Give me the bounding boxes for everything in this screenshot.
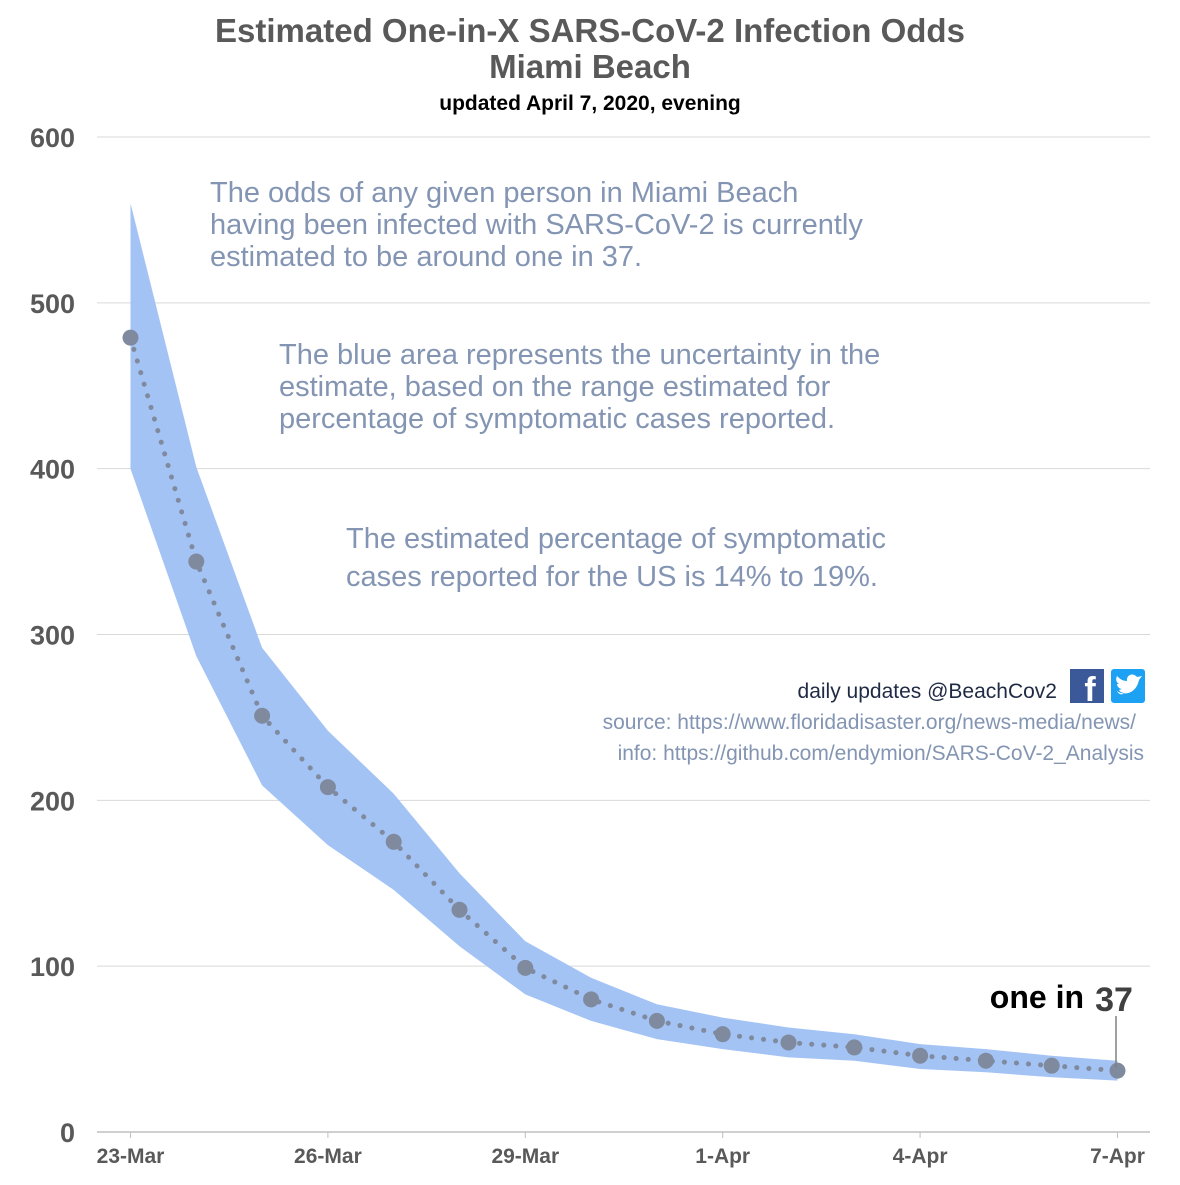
- grid: [97, 136, 1150, 1133]
- x-tick-label: 7-Apr: [1090, 1145, 1145, 1168]
- updated-text: updated April 7, 2020, evening: [439, 92, 740, 115]
- note-2-line-3: percentage of symptomatic cases reported…: [279, 403, 835, 435]
- note-1-line-1: The odds of any given person in Miami Be…: [210, 177, 798, 209]
- data-point: [188, 553, 205, 570]
- note-3-line-2: cases reported for the US is 14% to 19%.: [346, 561, 878, 593]
- data-point: [451, 901, 468, 918]
- callout: one in 37: [990, 979, 1133, 1068]
- data-point: [1109, 1062, 1126, 1079]
- data-point: [780, 1034, 797, 1051]
- note-1-line-3: estimated to be around one in 37.: [210, 241, 642, 273]
- y-tick-label: 600: [30, 123, 75, 153]
- x-tick-label: 1-Apr: [695, 1145, 750, 1168]
- twitter-icon[interactable]: [1111, 669, 1145, 703]
- data-point: [714, 1026, 731, 1043]
- uncertainty-band-layer: [130, 203, 1118, 1081]
- data-point: [517, 959, 534, 976]
- uncertainty-band: [130, 203, 1118, 1081]
- y-tick-label: 400: [30, 455, 75, 485]
- x-tick-label: 26-Mar: [294, 1145, 362, 1168]
- note-2-line-2: estimate, based on the range estimated f…: [279, 371, 831, 403]
- y-axis-ticks: 0 100 200 300 400 500 600: [30, 123, 75, 1148]
- estimate-line: [128, 335, 1120, 1074]
- note-1-line-2: having been infected with SARS-CoV-2 is …: [210, 209, 863, 241]
- data-point: [583, 991, 600, 1008]
- note-2: The blue area represents the uncertainty…: [279, 339, 880, 435]
- estimate-line-layer: [128, 335, 1120, 1074]
- data-point: [122, 329, 139, 346]
- data-point: [912, 1047, 929, 1064]
- data-point: [648, 1012, 665, 1029]
- note-1: The odds of any given person in Miami Be…: [210, 177, 863, 273]
- callout-label: one in: [990, 979, 1084, 1015]
- y-tick-label: 100: [30, 952, 75, 982]
- note-3: The estimated percentage of symptomatic …: [346, 523, 886, 593]
- callout-value: 37: [1095, 981, 1133, 1019]
- data-point: [846, 1039, 863, 1056]
- info-line[interactable]: info: https://github.com/endymion/SARS-C…: [618, 742, 1144, 765]
- chart-title: Estimated One-in-X SARS-CoV-2 Infection …: [215, 12, 965, 49]
- estimate-points-layer: [122, 329, 1126, 1079]
- data-point: [385, 833, 402, 850]
- social-handle: daily updates @BeachCov2: [798, 680, 1057, 703]
- note-2-line-1: The blue area represents the uncertainty…: [279, 339, 880, 371]
- y-tick-label: 200: [30, 786, 75, 816]
- note-3-line-1: The estimated percentage of symptomatic: [346, 523, 886, 555]
- y-tick-label: 300: [30, 621, 75, 651]
- facebook-icon[interactable]: f: [1070, 669, 1104, 709]
- x-tick-label: 29-Mar: [491, 1145, 559, 1168]
- data-point: [254, 707, 271, 724]
- x-tick-label: 23-Mar: [97, 1145, 165, 1168]
- data-point: [1043, 1057, 1060, 1074]
- x-axis-ticks: 23-Mar 26-Mar 29-Mar 1-Apr 4-Apr 7-Apr: [97, 1132, 1145, 1168]
- svg-text:f: f: [1084, 671, 1096, 709]
- chart-title-place: Miami Beach: [489, 48, 691, 85]
- source-line[interactable]: source: https://www.floridadisaster.org/…: [603, 711, 1137, 734]
- x-tick-label: 4-Apr: [893, 1145, 948, 1168]
- data-point: [977, 1052, 994, 1069]
- y-tick-label: 500: [30, 289, 75, 319]
- data-point: [319, 779, 336, 796]
- y-tick-label: 0: [60, 1118, 75, 1148]
